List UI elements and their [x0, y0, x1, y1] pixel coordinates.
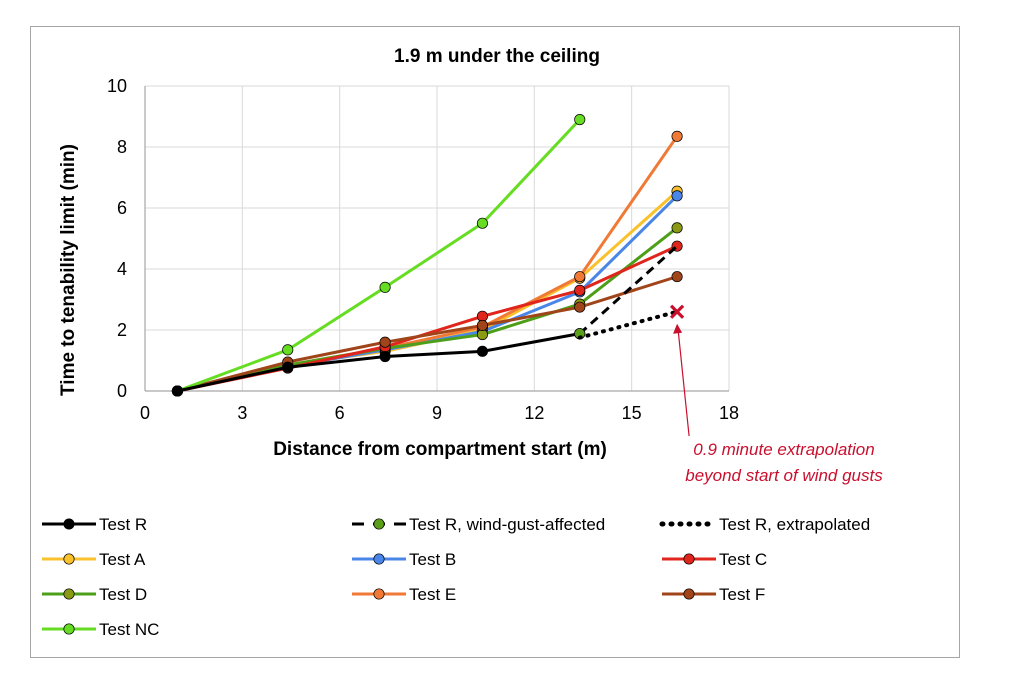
data-point [671, 130, 683, 142]
data-point [574, 301, 586, 313]
legend-item-test-a: Test A [42, 550, 146, 569]
x-tick-label: 9 [432, 403, 442, 423]
legend-item-test-f: Test F [662, 585, 765, 604]
axes [144, 86, 729, 392]
data-point [671, 271, 683, 283]
series-line-test-d [177, 226, 679, 393]
legend-label: Test C [719, 550, 767, 569]
series-line-test-f [177, 275, 678, 393]
data-point [282, 361, 294, 373]
data-point [574, 284, 586, 296]
data-point [379, 281, 391, 293]
legend-marker [683, 588, 695, 600]
y-tick-label: 8 [117, 137, 127, 157]
annotation-line-2: beyond start of wind gusts [685, 466, 883, 485]
legend-marker [63, 553, 75, 565]
data-point [476, 217, 488, 229]
chart-title: 1.9 m under the ceiling [394, 46, 600, 67]
y-tick-label: 6 [117, 198, 127, 218]
legend-marker [63, 518, 75, 530]
data-point [476, 345, 488, 357]
data-point [671, 190, 683, 202]
y-tick-label: 10 [107, 76, 127, 96]
annotation: 0.9 minute extrapolation beyond start of… [669, 304, 883, 485]
legend-marker [373, 553, 385, 565]
series-test-nc [171, 114, 586, 397]
series-layer [171, 114, 683, 397]
annotation-line-1: 0.9 minute extrapolation [693, 440, 874, 459]
legend-label: Test D [99, 585, 147, 604]
x-tick-label: 0 [140, 403, 150, 423]
data-point [379, 350, 391, 363]
legend-marker [63, 623, 75, 635]
data-point [574, 271, 586, 283]
y-tick-label: 0 [117, 381, 127, 401]
x-tick-label: 3 [237, 403, 247, 423]
series-line-test-r-wind-gust-affected [578, 245, 679, 335]
y-tick-label: 2 [117, 320, 127, 340]
legend-item-test-r-extrapolated: Test R, extrapolated [659, 515, 870, 534]
legend-item-test-e: Test E [352, 585, 456, 604]
legend-item-test-r: Test R [42, 515, 147, 534]
x-tick-label: 15 [622, 403, 642, 423]
data-point [574, 114, 586, 126]
legend-item-test-d: Test D [42, 585, 147, 604]
legend-label: Test R, wind-gust-affected [409, 515, 605, 534]
data-point [671, 222, 683, 234]
data-point [171, 385, 183, 397]
x-tick-label: 6 [335, 403, 345, 423]
x-axis-label: Distance from compartment start (m) [273, 439, 607, 460]
grid [144, 85, 730, 392]
annotation-arrow [677, 329, 690, 437]
legend-item-test-nc: Test NC [42, 620, 159, 639]
legend-item-test-b: Test B [352, 550, 456, 569]
x-tick-label: 12 [524, 403, 544, 423]
legend-marker [373, 518, 385, 530]
series-line-test-a [177, 190, 679, 393]
legend: Test R Test R, wind-gust-affected Test R, … [42, 515, 870, 639]
legend-label: Test R, extrapolated [719, 515, 870, 534]
series-test-e [171, 130, 683, 397]
legend-label: Test B [409, 550, 456, 569]
legend-label: Test NC [99, 620, 159, 639]
y-tick-label: 4 [117, 259, 127, 279]
legend-marker [63, 588, 75, 600]
legend-item-test-r-wind-gust-affected: Test R, wind-gust-affected [352, 515, 605, 534]
tick-labels: 0 3 6 9 12 15 18 0 2 4 6 8 10 [107, 76, 739, 423]
chart-frame [30, 26, 960, 658]
y-axis-label: Time to tenability limit (min) [58, 144, 79, 396]
series-line-test-r-extrapolated [577, 309, 680, 340]
legend-label: Test E [409, 585, 456, 604]
x-tick-label: 18 [719, 403, 739, 423]
annotation-arrowhead [673, 323, 683, 334]
series-test-r [171, 328, 586, 397]
legend-item-test-c: Test C [662, 550, 767, 569]
legend-label: Test R [99, 515, 147, 534]
legend-marker [373, 588, 385, 600]
series-test-r-extrapolated [577, 309, 680, 340]
legend-marker [683, 553, 695, 565]
data-point [476, 319, 488, 331]
data-point [282, 344, 294, 356]
extrapolation-cross-marker [669, 304, 685, 319]
legend-label: Test F [719, 585, 765, 604]
data-point [379, 336, 391, 348]
legend-label: Test A [99, 550, 146, 569]
